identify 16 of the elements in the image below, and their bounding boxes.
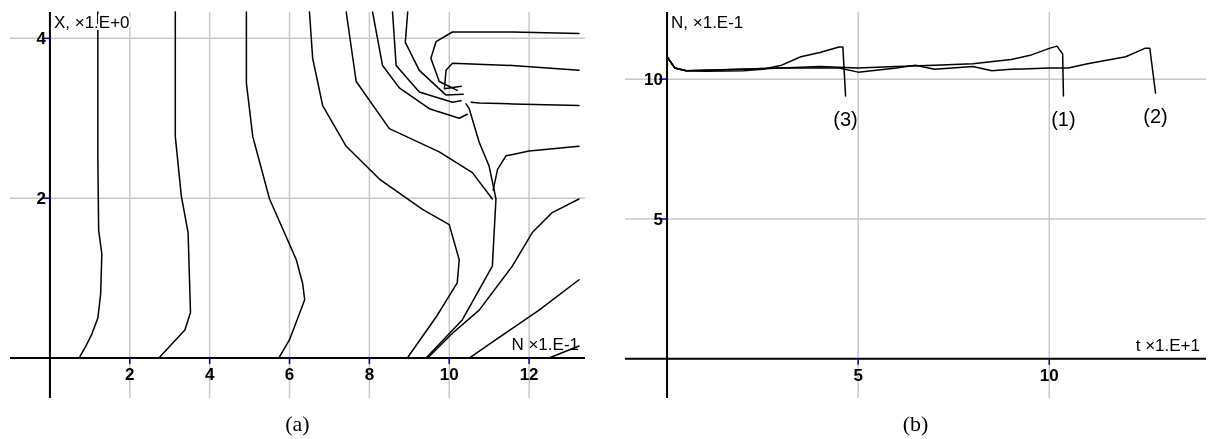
x-tick-label: 12 xyxy=(519,365,539,385)
x-axis-title: N ×1.E-1 xyxy=(511,335,579,355)
x-tick-label: 5 xyxy=(853,365,863,385)
x-tick-label: 4 xyxy=(204,365,215,385)
x-tick-label: 2 xyxy=(125,365,135,385)
text: (b) xyxy=(902,411,929,436)
x-tick-label: 10 xyxy=(1039,365,1059,385)
x-tick-label: 10 xyxy=(439,365,459,385)
annotation: (3) xyxy=(833,107,858,130)
text: (a) xyxy=(285,411,310,436)
x-tick-label: 8 xyxy=(364,365,375,385)
y-axis-title: N, ×1.E-1 xyxy=(671,13,744,32)
annotation: (2) xyxy=(1143,105,1168,128)
x-axis-title: t ×1.E+1 xyxy=(1135,335,1200,355)
x-tick-label: 6 xyxy=(284,365,295,385)
annotation: (1) xyxy=(1051,107,1076,130)
